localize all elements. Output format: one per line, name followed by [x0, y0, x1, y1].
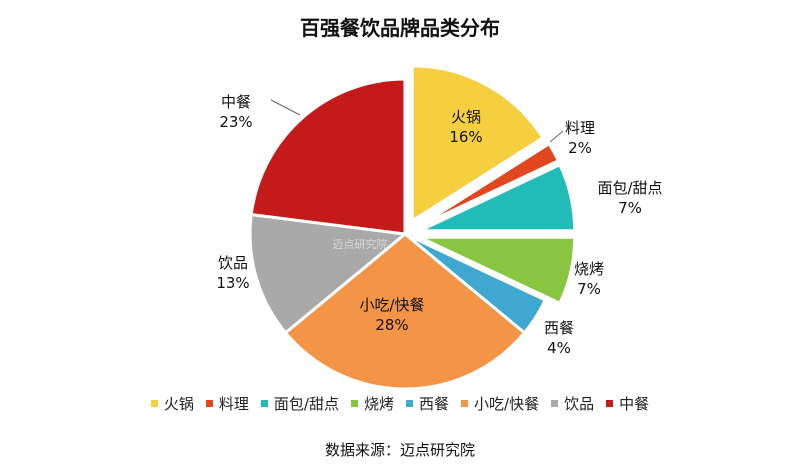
leader-line-zhongcan [270, 99, 301, 116]
slice-category-label: 饮品 [218, 254, 248, 272]
pie-slice-3 [419, 235, 577, 306]
legend-label: 烧烤 [363, 395, 394, 413]
legend-item-5: 小吃/快餐 [461, 393, 539, 414]
slice-category-label: 西餐 [544, 319, 574, 337]
slice-label-2: 面包/甜点 7% [597, 179, 662, 217]
legend-label: 中餐 [619, 395, 650, 413]
legend-label: 小吃/快餐 [474, 395, 540, 413]
slice-label-0: 火锅 16% [449, 108, 482, 146]
slice-category-label: 面包/甜点 [597, 179, 662, 197]
chart-legend: 火锅 料理 面包/甜点 烧烤 西餐 小吃/快餐 饮品 中餐 [0, 393, 800, 414]
legend-item-1: 料理 [205, 393, 249, 414]
slice-label-5: 小吃/快餐 28% [359, 296, 424, 334]
legend-item-6: 饮品 [551, 393, 594, 414]
slice-label-1: 料理 2% [565, 119, 595, 157]
pie-slice-0 [410, 64, 546, 224]
legend-swatch [260, 400, 268, 407]
slice-percent-label: 7% [618, 199, 642, 217]
pie-slice-1 [417, 141, 561, 229]
slice-percent-label: 16% [449, 128, 482, 146]
slice-percent-label: 7% [577, 280, 601, 298]
legend-item-2: 面包/甜点 [260, 393, 339, 414]
legend-swatch [350, 400, 358, 407]
slice-category-label: 烧烤 [574, 260, 604, 278]
slice-percent-label: 28% [375, 316, 408, 334]
legend-swatch [551, 400, 559, 407]
slice-label-3: 烧烤 7% [574, 260, 604, 298]
slice-category-label: 小吃/快餐 [359, 296, 424, 314]
legend-swatch [461, 400, 469, 407]
leader-line-liaoli [549, 130, 564, 143]
pie-slice-6 [248, 212, 409, 335]
slice-percent-label: 23% [219, 113, 252, 131]
legend-label: 料理 [218, 395, 249, 413]
slice-percent-label: 4% [547, 339, 571, 357]
legend-item-0: 火锅 [150, 393, 194, 414]
pie-slice-2 [419, 162, 577, 233]
slice-label-7: 中餐 23% [219, 93, 252, 131]
legend-swatch [150, 400, 158, 407]
slice-label-6: 饮品 13% [216, 254, 249, 292]
slice-category-label: 中餐 [221, 93, 251, 111]
slice-percent-label: 13% [216, 274, 249, 292]
slice-category-label: 料理 [565, 119, 595, 137]
legend-swatch [406, 400, 413, 407]
legend-item-4: 西餐 [406, 393, 449, 414]
pie-slice-5 [283, 232, 527, 391]
legend-item-3: 烧烤 [350, 393, 394, 414]
slice-percent-label: 2% [568, 139, 592, 157]
legend-label: 西餐 [419, 395, 450, 413]
legend-label: 火锅 [163, 395, 194, 413]
data-source: 数据来源：迈点研究院 [324, 441, 475, 459]
legend-label: 饮品 [564, 395, 595, 413]
legend-swatch [606, 400, 614, 407]
pie-slice-7 [249, 77, 407, 236]
chart-title: 百强餐饮品牌品类分布 [300, 16, 500, 40]
watermark-text: 迈点研究院 [333, 237, 388, 251]
legend-item-7: 中餐 [606, 393, 649, 414]
legend-label: 面包/甜点 [273, 395, 339, 413]
legend-swatch [205, 400, 213, 407]
slice-label-4: 西餐 4% [544, 319, 574, 357]
slice-category-label: 火锅 [451, 108, 481, 126]
